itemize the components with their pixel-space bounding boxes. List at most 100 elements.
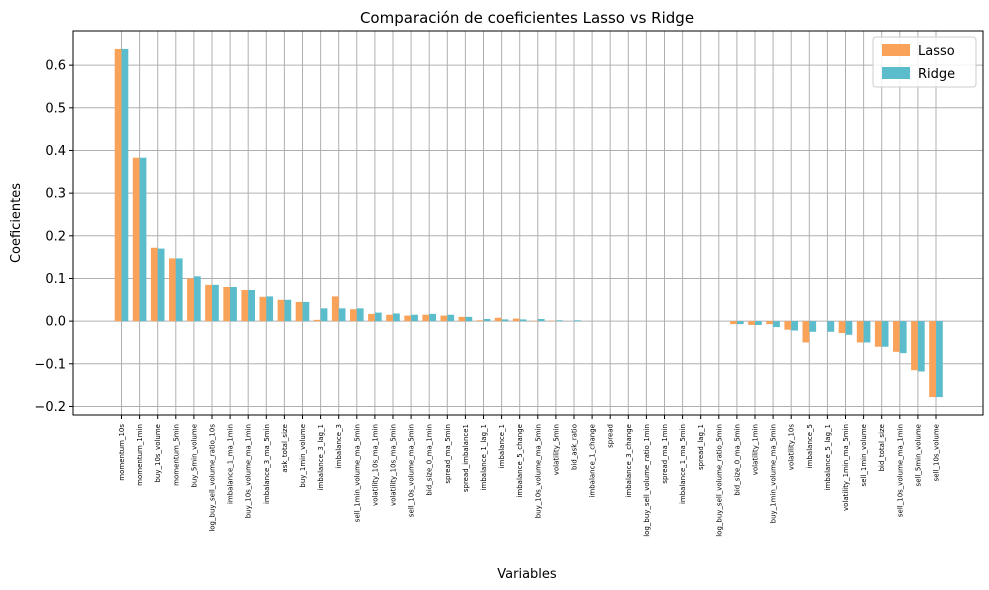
legend-label-lasso: Lasso [918, 44, 955, 59]
bar-ridge-bid_ask_ratio [574, 320, 581, 322]
bar-lasso-volatility_10s [784, 321, 792, 330]
y-tick-label: 0.0 [45, 315, 66, 330]
x-tick-label: sell_10s_volume_ma_5min [408, 424, 416, 517]
x-tick-label: imbalance_5_lag_1 [824, 424, 832, 490]
bar-ridge-imbalance_1_lag_1 [483, 319, 491, 322]
bar-ridge-sell_10s_volume [936, 321, 943, 398]
x-tick-label: bid_size_0_ma_1min [426, 424, 434, 496]
x-tick-label: imbalance_3_change [625, 424, 633, 498]
x-tick-label: buy_1min_volume_ma_5min [770, 424, 778, 523]
y-tick-label: 0.4 [45, 144, 66, 159]
bar-lasso-sell_1min_volume_ma_5min [350, 309, 357, 322]
bar-lasso-buy_1min_volume_ma_5min [766, 321, 774, 325]
bar-ridge-sell_10s_volume_ma_1min [899, 321, 907, 354]
bar-ridge-volatility_5min [555, 320, 563, 322]
bar-ridge-buy_10s_volume_ma_1min [248, 289, 255, 322]
bar-lasso-imbalance_1_ma_1min [223, 287, 231, 322]
plot-area [73, 31, 983, 415]
bar-ridge-sell_10s_volume_ma_5min [411, 314, 418, 322]
bar-ridge-buy_10s_volume_ma_5min [537, 319, 545, 322]
bar-lasso-volatility_5min [549, 320, 556, 322]
bar-ridge-sell_1min_volume [863, 321, 871, 343]
bar-lasso-imbalance_5_change [512, 318, 520, 322]
bar-lasso-imbalance_3_ma_5min [259, 296, 267, 322]
bar-lasso-log_buy_sell_volume_ratio_10s [205, 284, 212, 322]
x-tick-label: bid_size_0_ma_5min [733, 424, 741, 496]
bar-lasso-volatility_1min_ma_5min [838, 321, 846, 334]
bar-ridge-momentum_5min [175, 258, 183, 322]
bar-ridge-buy_1min_volume_ma_5min [773, 321, 780, 328]
bar-ridge-buy_5min_volume [193, 276, 201, 322]
bar-lasso-buy_10s_volume_ma_5min [531, 320, 538, 322]
x-tick-label: buy_5min_volume [190, 424, 198, 488]
y-tick-label: −0.2 [34, 400, 66, 415]
x-tick-label: spread [607, 424, 615, 448]
x-tick-label: imbalance_3_lag_1 [317, 424, 325, 490]
legend-swatch-ridge [882, 67, 910, 79]
bar-lasso-buy_10s_volume_ma_1min [241, 289, 249, 322]
x-tick-label: spread_ma_5min [444, 424, 452, 484]
x-tick-label: imbalance_1_ma_1min [227, 424, 235, 504]
bar-ridge-sell_5min_volume [917, 321, 925, 372]
bar-lasso-buy_10s_volume [150, 247, 158, 322]
bar-lasso-momentum_1min [132, 157, 140, 322]
bar-lasso-momentum_5min [169, 258, 176, 322]
bar-ridge-volatility_10s_ma_1min [374, 312, 382, 322]
x-tick-label: momentum_5min [172, 424, 180, 486]
bar-lasso-ask_total_size [277, 299, 285, 322]
x-tick-label: log_buy_sell_volume_ratio_10s [209, 424, 217, 532]
bar-lasso-bid_total_size [874, 321, 882, 347]
bar-lasso-volatility_10s_ma_5min [386, 314, 393, 322]
x-tick-label: log_buy_sell_volume_ratio_1min [643, 424, 651, 537]
x-tick-label: buy_1min_volume [299, 424, 307, 488]
bar-ridge-imbalance_5_lag_1 [827, 321, 835, 332]
legend-label-ridge: Ridge [918, 67, 955, 82]
x-tick-label: imbalance_3 [335, 424, 343, 468]
bar-lasso-volatility_10s_ma_1min [368, 313, 375, 322]
bar-lasso-imbalance_1 [494, 317, 502, 322]
x-tick-label: imbalance_5 [806, 424, 814, 468]
x-tick-label: buy_10s_volume [154, 424, 162, 483]
legend: Lasso Ridge [872, 36, 977, 88]
bar-ridge-volatility_10s_ma_5min [393, 313, 400, 322]
x-tick-label: sell_5min_volume [914, 424, 922, 486]
bar-lasso-momentum_10s [114, 48, 122, 322]
bar-lasso-bid_size_0_ma_5min [730, 321, 737, 325]
x-tick-label: imbalance_1 [498, 424, 506, 468]
bar-ridge-buy_1min_volume [302, 301, 310, 322]
bar-ridge-spread_imbalance1 [465, 316, 473, 322]
bar-ridge-bid_size_0_ma_5min [736, 321, 744, 325]
x-tick-label: ask_total_size [281, 424, 289, 473]
x-tick-label: imbalance_1_ma_5min [679, 424, 687, 504]
bar-lasso-buy_5min_volume [187, 278, 194, 322]
y-axis-ticks: −0.2 −0.1 0.0 0.1 0.2 0.3 0.4 0.5 0.6 [34, 59, 73, 415]
bar-lasso-sell_10s_volume_ma_1min [893, 321, 900, 352]
x-tick-label: sell_1min_volume [860, 424, 868, 486]
x-tick-label: sell_10s_volume [933, 424, 941, 481]
bar-lasso-buy_1min_volume [295, 301, 303, 322]
bar-ridge-volatility_10s [791, 321, 798, 331]
bar-lasso-imbalance_3_lag_1 [313, 319, 321, 322]
bar-lasso-sell_1min_volume [856, 321, 864, 343]
y-tick-label: 0.1 [45, 272, 66, 287]
bar-ridge-bid_total_size [881, 321, 889, 347]
bar-ridge-volatility_1min_ma_5min [845, 321, 853, 335]
bar-lasso-sell_10s_volume_ma_5min [404, 315, 412, 322]
x-tick-label: volatility_10s_ma_5min [390, 424, 398, 506]
x-tick-label: sell_10s_volume_ma_1min [896, 424, 904, 517]
y-tick-label: 0.2 [45, 229, 66, 244]
x-tick-label: volatility_10s_ma_1min [371, 424, 379, 506]
bar-ridge-imbalance_5_change [519, 319, 527, 322]
x-tick-label: imbalance_1_lag_1 [480, 424, 488, 490]
x-tick-label: sell_1min_volume_ma_5min [353, 424, 361, 522]
x-tick-label: bid_total_size [878, 424, 886, 471]
bar-ridge-imbalance_1 [501, 319, 509, 322]
bar-ridge-imbalance_3 [338, 308, 346, 322]
bar-lasso-bid_size_0_ma_1min [422, 314, 430, 322]
y-axis-label: Coeficientes [9, 183, 24, 263]
x-tick-label: imbalance_1_change [589, 424, 597, 498]
x-tick-label: imbalance_5_change [516, 424, 524, 498]
bar-lasso-sell_5min_volume [911, 321, 918, 371]
x-tick-label: momentum_1min [136, 424, 144, 486]
